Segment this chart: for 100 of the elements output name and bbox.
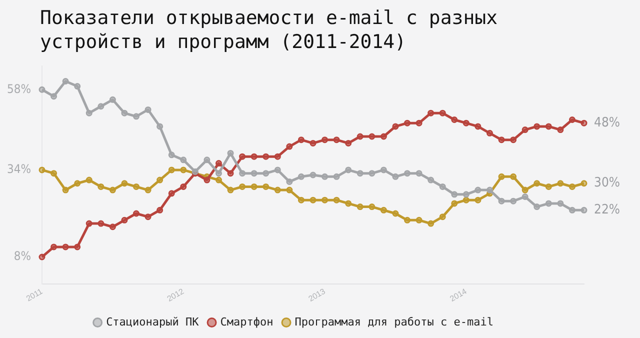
point — [462, 120, 470, 126]
point — [98, 220, 104, 227]
point — [62, 244, 69, 250]
point — [345, 166, 352, 174]
point — [215, 176, 222, 184]
point — [109, 186, 116, 194]
point — [451, 116, 458, 124]
point — [133, 210, 140, 217]
point — [392, 123, 399, 130]
point — [322, 173, 328, 180]
point — [486, 186, 493, 194]
point — [498, 136, 505, 144]
point — [333, 173, 340, 180]
point — [298, 173, 304, 180]
point — [50, 244, 58, 250]
point — [451, 191, 458, 198]
point — [474, 123, 482, 130]
point — [121, 110, 128, 116]
point — [428, 110, 434, 116]
point — [180, 156, 187, 164]
point — [180, 183, 187, 190]
point — [98, 103, 104, 110]
point — [310, 140, 316, 146]
point — [215, 160, 222, 167]
point — [227, 170, 234, 177]
point — [144, 106, 152, 113]
point — [204, 156, 210, 164]
point — [298, 136, 304, 144]
point — [557, 200, 564, 207]
point — [522, 186, 528, 194]
point — [439, 183, 446, 190]
point — [534, 180, 540, 187]
point — [510, 198, 517, 204]
point — [262, 183, 270, 190]
point — [392, 173, 399, 180]
point — [144, 186, 152, 194]
point — [239, 183, 246, 190]
point — [580, 206, 588, 214]
point — [50, 93, 58, 100]
point — [133, 183, 140, 190]
point — [168, 152, 175, 158]
point — [74, 180, 81, 187]
point — [86, 110, 92, 116]
point — [368, 204, 376, 210]
point — [416, 170, 422, 177]
point — [580, 180, 588, 187]
point — [62, 186, 69, 194]
point — [439, 214, 446, 220]
point — [510, 173, 517, 180]
point — [416, 216, 422, 224]
x-tick-label: 2011 — [24, 286, 45, 304]
point — [474, 196, 482, 204]
point — [322, 136, 328, 144]
point — [557, 180, 564, 187]
point — [298, 196, 304, 204]
point — [510, 136, 517, 144]
point — [428, 176, 434, 184]
point — [380, 166, 387, 174]
legend-label: Программая для работы с e-mail — [294, 315, 494, 328]
point — [109, 96, 116, 103]
point — [368, 170, 376, 177]
point — [144, 214, 152, 220]
point — [380, 133, 387, 140]
data-label: 48% — [594, 115, 620, 130]
point — [534, 204, 540, 210]
point — [439, 110, 446, 116]
point — [474, 186, 482, 194]
point — [333, 196, 340, 204]
point — [568, 183, 576, 190]
point — [274, 166, 281, 174]
point — [62, 78, 69, 85]
y-tick-label: 34% — [6, 162, 31, 176]
point — [345, 200, 352, 207]
point — [133, 113, 140, 120]
point — [156, 176, 164, 184]
point — [451, 200, 458, 207]
point — [74, 83, 81, 90]
point — [121, 180, 128, 187]
point — [428, 220, 434, 227]
point — [168, 190, 175, 197]
point — [262, 170, 270, 177]
point — [250, 153, 258, 160]
x-tick-label: 2013 — [306, 286, 328, 304]
point — [404, 120, 411, 126]
legend-label: Смартфон — [220, 315, 274, 328]
point — [168, 166, 175, 174]
chart-title: Показатели открываемости e-mail с разных устройств и программ (2011-2014) — [40, 6, 499, 54]
point — [227, 150, 234, 156]
point — [486, 130, 493, 136]
point — [74, 244, 81, 250]
point — [404, 216, 411, 224]
point — [239, 170, 246, 177]
point — [215, 170, 222, 177]
point — [545, 123, 552, 130]
point — [156, 123, 164, 130]
y-tick-label: 58% — [6, 82, 31, 96]
point — [86, 220, 92, 227]
point — [345, 140, 352, 146]
point — [180, 166, 187, 174]
point — [121, 216, 128, 224]
